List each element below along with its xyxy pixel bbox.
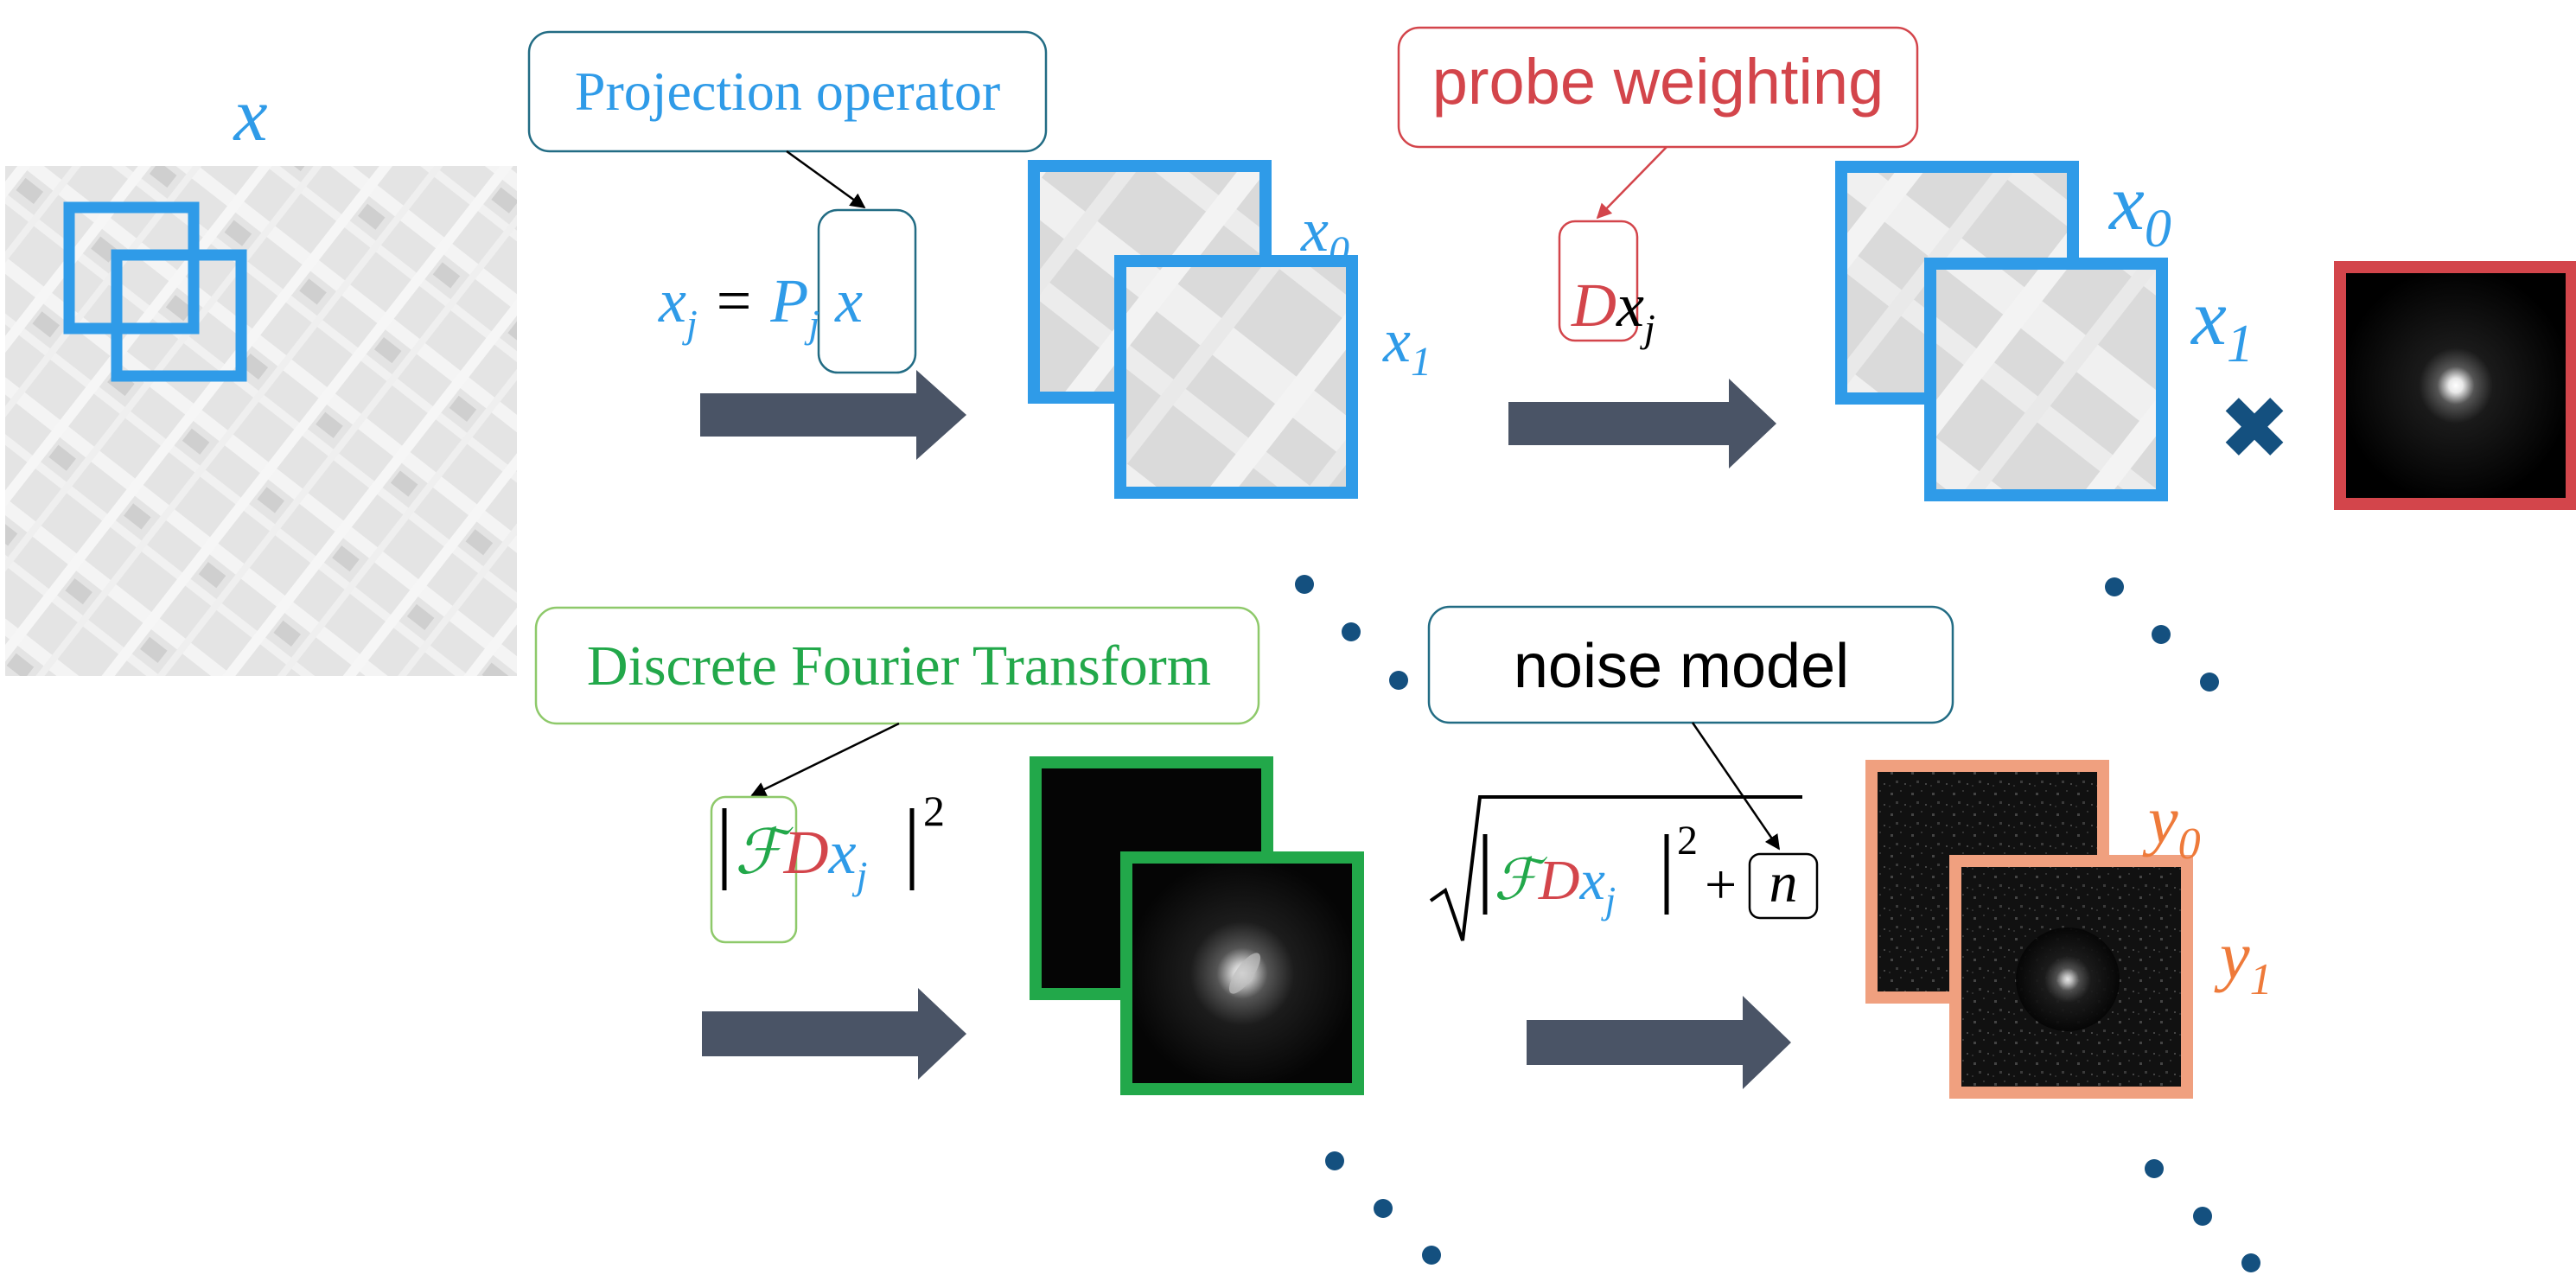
- weighted-x1-label: x1: [2190, 273, 2254, 373]
- noise-model-label: noise model: [1514, 632, 1849, 701]
- continuation-dots-bottom: [1325, 1151, 2260, 1272]
- noisy-equation: ℱDxj 2 + n: [1429, 795, 1819, 941]
- weighted-x0-label: x0: [2107, 158, 2171, 258]
- continuation-dots-top: [1295, 575, 2219, 692]
- probe-callout-pointer: [1596, 146, 1667, 220]
- projection-operator-label: Projection operator: [575, 61, 1000, 122]
- svg-text:n: n: [1769, 851, 1798, 915]
- svg-text:+: +: [1705, 853, 1737, 916]
- multiply-icon: ✖: [2218, 380, 2291, 477]
- svg-text:ℱDxj: ℱDxj: [735, 818, 867, 897]
- arrow-weight: [1508, 379, 1776, 469]
- input-image: [5, 166, 517, 676]
- noise-callout-pointer: [1691, 722, 1781, 851]
- y1-label: y1: [2214, 918, 2273, 1004]
- dft-callout-pointer: [750, 722, 900, 797]
- weighted-patch-x1: [1924, 258, 2168, 501]
- svg-text:ℱDxj: ℱDxj: [1494, 849, 1616, 921]
- scan-window-1: [111, 249, 247, 382]
- weighting-equation: Dxj: [1571, 271, 1655, 350]
- magnitude-equation: ℱDxj 2: [722, 787, 945, 897]
- probe-operator-highlight: [1558, 220, 1639, 342]
- probe-weighting-label: probe weighting: [1432, 46, 1884, 118]
- scan-window-0: [63, 201, 200, 335]
- arrow-noise: [1527, 996, 1791, 1089]
- noise-model-callout: [1427, 605, 1954, 724]
- measurement-y1: [1949, 855, 2193, 1099]
- projection-equation: xj = Pj x: [658, 266, 863, 346]
- patch-x1-label: x1: [1382, 306, 1431, 385]
- input-image-label: x: [232, 73, 267, 157]
- arrow-project: [700, 370, 966, 460]
- svg-text:2: 2: [1677, 818, 1698, 864]
- projection-callout-pointer: [786, 150, 866, 209]
- diffraction-1-streak: [1228, 953, 1261, 994]
- patch-x0-label: x0: [1300, 195, 1349, 274]
- arrow-fourier: [702, 988, 966, 1080]
- svg-text:2: 2: [923, 787, 945, 835]
- measurement-y1-glow: [2016, 928, 2120, 1031]
- projection-operator-highlight: [817, 208, 917, 374]
- probe-image: [2334, 261, 2576, 510]
- y0-label: y0: [2142, 782, 2201, 869]
- dft-operator-highlight: [710, 795, 798, 944]
- dft-label: Discrete Fourier Transform: [587, 634, 1211, 698]
- patch-x1: [1114, 255, 1358, 499]
- probe-weighting-callout: [1397, 26, 1919, 149]
